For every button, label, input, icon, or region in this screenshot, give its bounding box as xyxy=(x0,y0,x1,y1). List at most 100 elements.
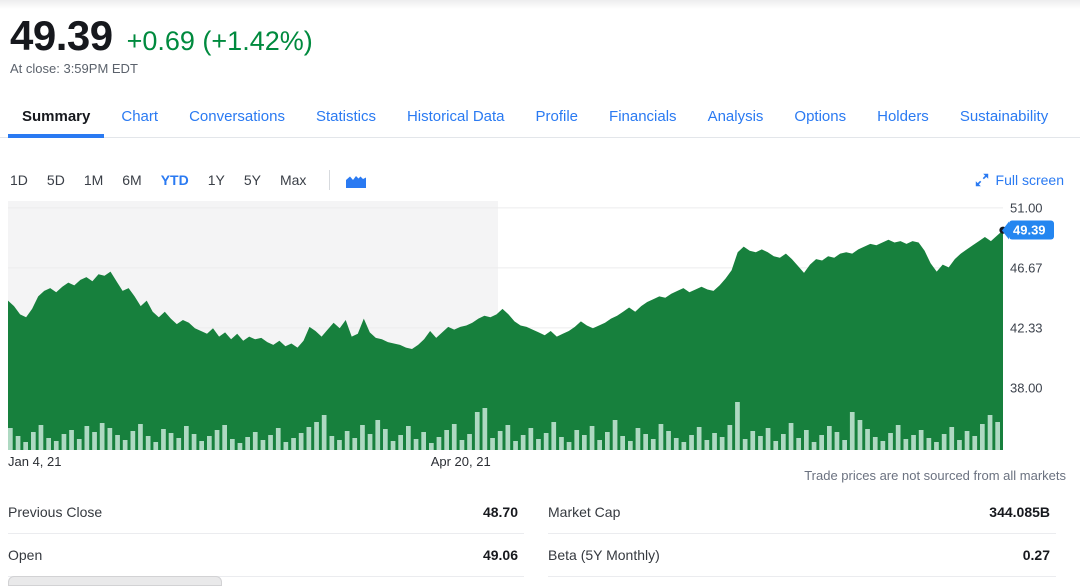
volume-bar xyxy=(742,439,748,451)
volume-bar xyxy=(314,422,319,451)
tab-summary[interactable]: Summary xyxy=(8,95,105,139)
volume-bar xyxy=(214,430,220,451)
volume-bar xyxy=(849,412,855,451)
volume-bar xyxy=(811,442,817,451)
range-6m[interactable]: 6M xyxy=(122,172,142,189)
range-ytd[interactable]: YTD xyxy=(160,172,189,189)
volume-bar xyxy=(459,440,465,451)
tab-financials[interactable]: Financials xyxy=(609,108,677,126)
volume-bar xyxy=(321,415,327,451)
stat-label-open: Open xyxy=(8,547,43,564)
volume-bar xyxy=(329,436,335,451)
volume-bar xyxy=(222,425,227,451)
volume-bar xyxy=(513,441,518,451)
volume-bar xyxy=(237,443,243,451)
range-1y[interactable]: 1Y xyxy=(207,172,225,189)
tab-sustainability[interactable]: Sustainability xyxy=(959,108,1049,126)
volume-bar xyxy=(360,425,365,451)
volume-bar xyxy=(796,438,801,451)
volume-bar xyxy=(23,442,28,451)
volume-bar xyxy=(176,438,182,451)
stat-label-market-cap: Market Cap xyxy=(548,504,621,521)
volume-bar xyxy=(712,433,717,451)
tab-historical-data[interactable]: Historical Data xyxy=(406,108,505,126)
volume-bar xyxy=(880,441,886,451)
price-area-chart-canvas[interactable] xyxy=(8,201,1007,451)
volume-bar xyxy=(436,437,442,451)
volume-bar xyxy=(252,432,258,451)
volume-bar xyxy=(53,441,59,451)
volume-bar xyxy=(383,429,388,451)
tab-options[interactable]: Options xyxy=(794,108,847,126)
volume-bar xyxy=(398,435,403,451)
volume-bar xyxy=(949,427,955,451)
y-axis-tick: 51.00 xyxy=(1010,200,1043,216)
volume-bar xyxy=(230,439,235,451)
volume-bar xyxy=(421,432,426,451)
volume-bar xyxy=(467,434,472,451)
volume-bar xyxy=(15,436,21,451)
volume-bar xyxy=(566,442,572,451)
volume-bar xyxy=(497,431,503,451)
volume-bar xyxy=(429,443,434,451)
volume-bar xyxy=(61,434,67,451)
volume-bar xyxy=(451,424,457,451)
volume-bar xyxy=(589,426,595,451)
stat-label-previous-close: Previous Close xyxy=(8,504,103,521)
range-1d[interactable]: 1D xyxy=(10,172,28,189)
volume-bar xyxy=(138,424,143,451)
volume-bar xyxy=(482,408,488,451)
tab-analysis[interactable]: Analysis xyxy=(707,108,764,126)
volume-bar xyxy=(306,427,312,451)
range-1m[interactable]: 1M xyxy=(83,172,104,189)
full-screen-button[interactable]: Full screen xyxy=(975,172,1064,188)
volume-bar xyxy=(918,430,924,451)
area-chart-icon[interactable] xyxy=(345,172,367,189)
volume-bar xyxy=(84,426,90,451)
volume-bar xyxy=(582,435,587,451)
volume-bar xyxy=(536,439,541,451)
at-close-time: At close: 3:59PM EDT xyxy=(10,61,138,77)
range-5d[interactable]: 5D xyxy=(46,172,65,189)
table-row: Market Cap 344.085B xyxy=(548,491,1056,535)
volume-bar xyxy=(635,428,641,451)
volume-bar xyxy=(199,441,204,451)
tab-conversations[interactable]: Conversations xyxy=(189,108,285,126)
volume-bar xyxy=(122,440,128,451)
volume-bar xyxy=(987,415,993,451)
volume-bar xyxy=(903,439,909,451)
tab-profile[interactable]: Profile xyxy=(535,108,579,126)
tab-chart[interactable]: Chart xyxy=(121,108,159,126)
volume-bar xyxy=(161,429,166,451)
volume-bar xyxy=(934,442,939,451)
tab-statistics[interactable]: Statistics xyxy=(315,108,376,126)
volume-bar xyxy=(865,429,870,451)
range-5y[interactable]: 5Y xyxy=(243,172,261,189)
stat-value-beta: 0.27 xyxy=(1022,547,1050,564)
volume-bar xyxy=(559,437,564,451)
volume-bar xyxy=(972,436,978,451)
toolbar-divider xyxy=(329,170,331,191)
volume-bar xyxy=(115,435,120,451)
volume-bar xyxy=(719,437,725,451)
volume-bar xyxy=(681,442,687,451)
x-axis-tick: Jan 4, 21 xyxy=(8,454,62,470)
volume-bar xyxy=(505,425,511,451)
volume-bar xyxy=(543,433,549,451)
volume-bar xyxy=(367,434,373,451)
tab-holders[interactable]: Holders xyxy=(877,108,929,126)
volume-bar xyxy=(406,426,411,451)
price-area-series xyxy=(8,230,1003,451)
volume-bar xyxy=(490,438,495,451)
price-chart[interactable]: 51.00 46.67 42.33 38.00 Jan 4, 21 Apr 20, 21… xyxy=(0,201,1080,471)
x-axis-tick: Apr 20, 21 xyxy=(430,454,491,470)
volume-bar xyxy=(352,438,358,451)
stats-right-column: Market Cap 344.085B Beta (5Y Monthly) 0.… xyxy=(548,491,1056,578)
volume-bar xyxy=(283,442,289,451)
volume-bar xyxy=(528,428,534,451)
volume-bar xyxy=(99,423,105,451)
range-max[interactable]: Max xyxy=(279,172,307,189)
volume-bar xyxy=(957,440,962,451)
volume-bar xyxy=(184,426,189,451)
last-price-badge: 49.39 xyxy=(1009,220,1054,240)
